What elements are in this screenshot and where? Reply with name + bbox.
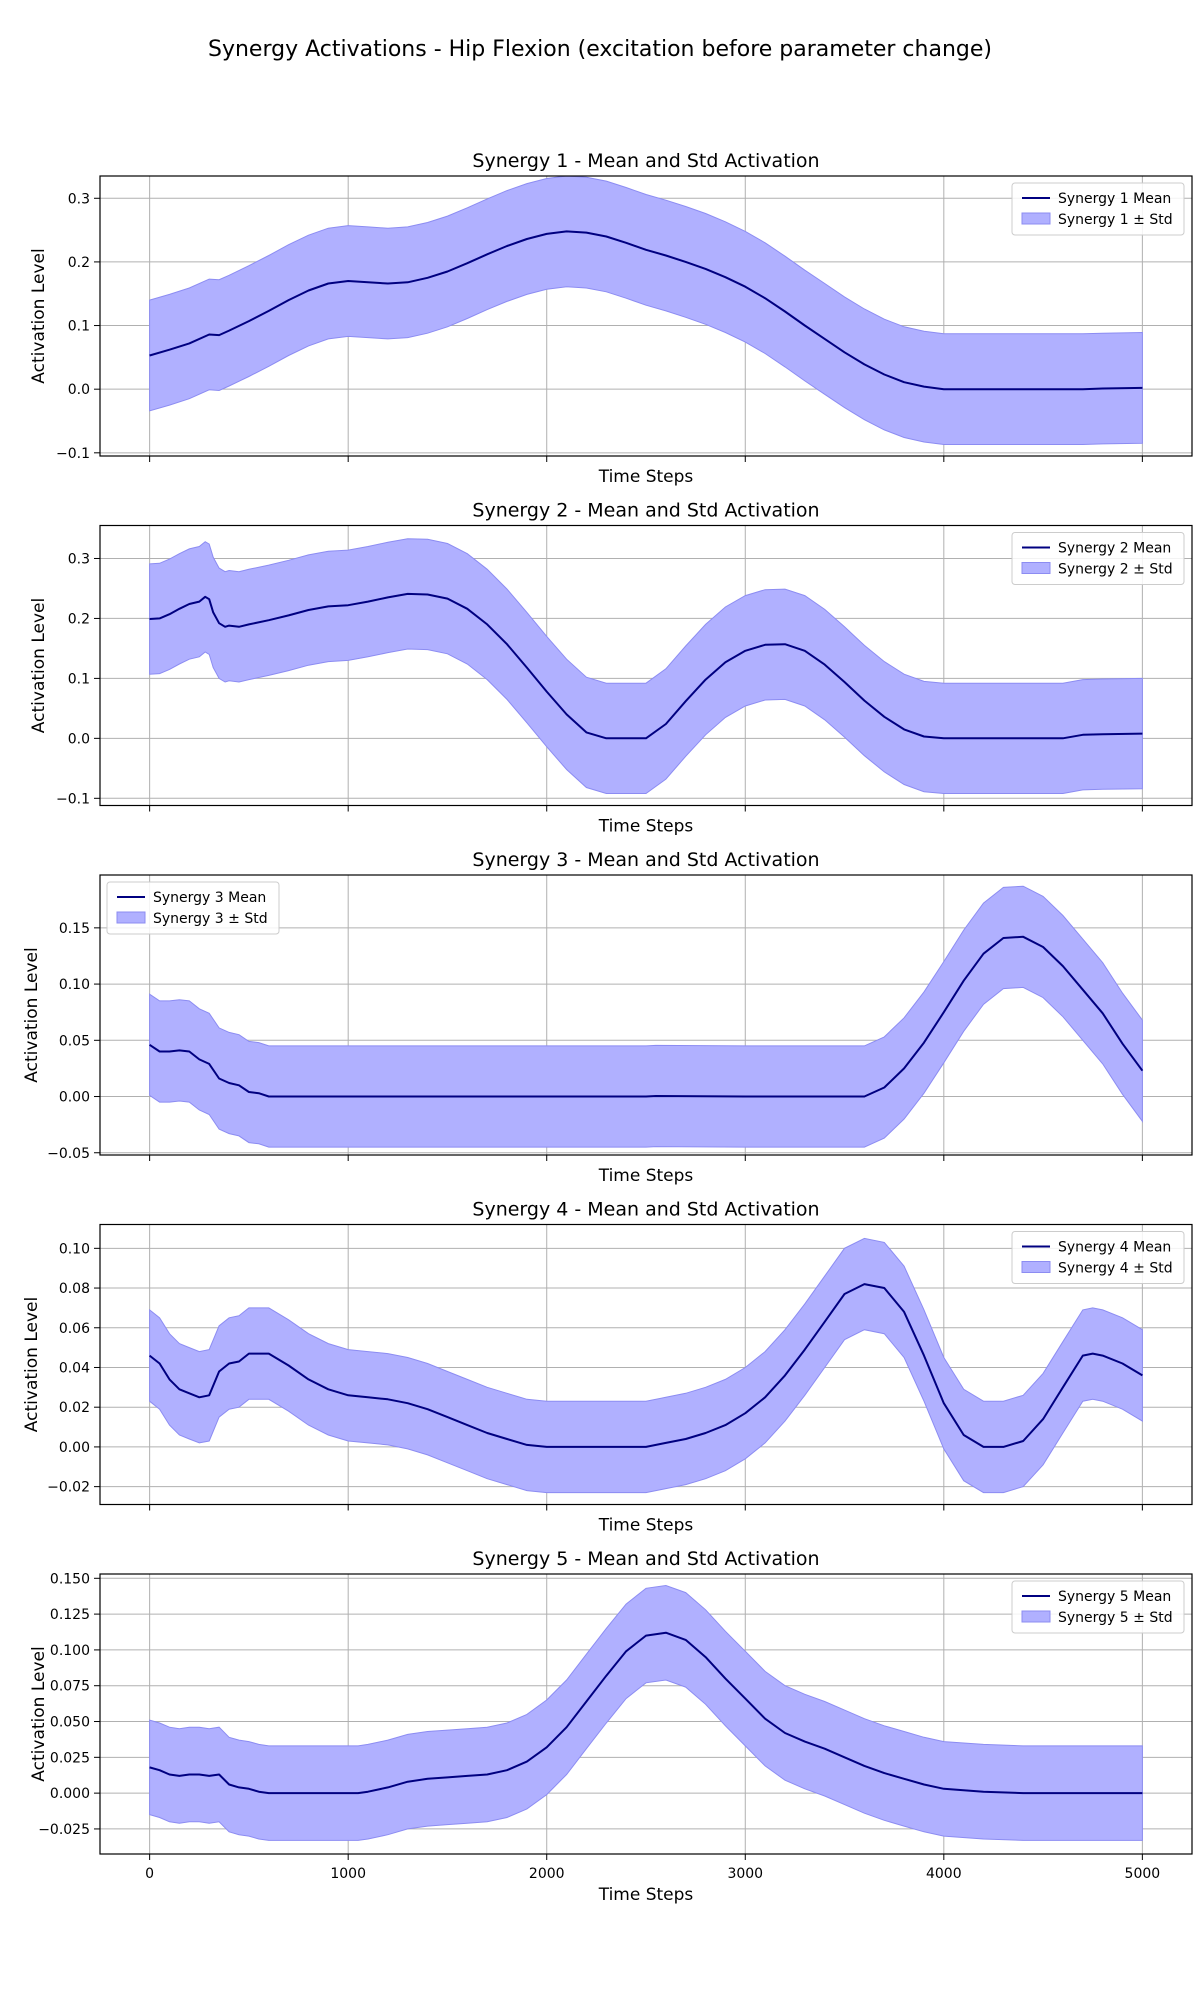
x-axis-label: Time Steps: [598, 1516, 694, 1536]
y-axis-label: Activation Level: [22, 1297, 42, 1432]
legend-label-std: Synergy 4 ± Std: [1058, 1261, 1173, 1277]
y-axis-label: Activation Level: [22, 947, 42, 1082]
legend: Synergy 4 Mean Synergy 4 ± Std: [1011, 1231, 1185, 1284]
y-tick-label: 0.00: [59, 1440, 90, 1456]
y-tick-label: −0.02: [47, 1480, 90, 1496]
chart-panels: Synergy 1 - Mean and Std Activation −0.1 0…: [22, 150, 1193, 1905]
y-axis-label: Activation Level: [29, 1646, 49, 1781]
chart-panel-5: Synergy 5 - Mean and Std Activation 0 1000…: [29, 1548, 1193, 1905]
y-tick-label: 0.125: [50, 1607, 90, 1623]
chart-panel-3: Synergy 3 - Mean and Std Activation −0.05…: [22, 849, 1193, 1186]
legend: Synergy 3 Mean Synergy 3 ± Std: [106, 881, 280, 935]
y-tick-label: 0.0: [68, 382, 90, 398]
y-tick-label: 0.025: [50, 1750, 90, 1766]
y-tick-label: 0.2: [68, 611, 90, 627]
legend-label-mean: Synergy 2 Mean: [1058, 541, 1171, 557]
y-tick-label: 0.1: [68, 671, 90, 687]
panel-title: Synergy 1 - Mean and Std Activation: [472, 150, 819, 172]
x-axis-label: Time Steps: [598, 467, 694, 487]
y-tick-label: 0.04: [59, 1360, 90, 1376]
x-axis-label: Time Steps: [598, 1885, 694, 1905]
y-tick-label: 0.05: [59, 1033, 90, 1049]
axes-frame: [99, 524, 1193, 807]
panel-title: Synergy 3 - Mean and Std Activation: [472, 849, 819, 871]
legend-box: [1011, 1231, 1185, 1284]
y-tick-label: 0.000: [50, 1786, 90, 1802]
std-band: [149, 175, 1143, 445]
y-tick-label: 0.100: [50, 1643, 90, 1659]
mean-line: [149, 1631, 1143, 1795]
y-tick-label: 0.02: [59, 1400, 90, 1416]
y-axis-label: Activation Level: [29, 598, 49, 733]
figure-title: Synergy Activations - Hip Flexion (excit…: [208, 37, 992, 62]
legend: Synergy 5 Mean Synergy 5 ± Std: [1011, 1580, 1185, 1634]
y-tick-label: −0.025: [38, 1822, 90, 1838]
legend-label-mean: Synergy 3 Mean: [153, 890, 266, 906]
panel-title: Synergy 4 - Mean and Std Activation: [472, 1199, 819, 1221]
std-band: [149, 1237, 1143, 1494]
legend-label-std: Synergy 2 ± Std: [1058, 562, 1173, 578]
legend-label-mean: Synergy 4 Mean: [1058, 1240, 1171, 1256]
y-tick-label: 0.3: [68, 551, 90, 567]
y-tick-label: −0.05: [47, 1146, 90, 1162]
x-axis-label: Time Steps: [598, 817, 694, 837]
mean-line: [148, 1283, 1143, 1448]
panel-title: Synergy 5 - Mean and Std Activation: [472, 1548, 819, 1570]
axes-frame: [99, 874, 1193, 1156]
legend-swatch-std: [1021, 1610, 1051, 1623]
y-tick-label: 0.06: [59, 1321, 90, 1337]
y-tick-label: 0.1: [68, 319, 90, 335]
x-axis-label: Time Steps: [598, 1166, 694, 1186]
y-tick-label: −0.1: [56, 791, 90, 807]
y-tick-label: 0.10: [59, 977, 90, 993]
std-band: [149, 538, 1143, 794]
y-tick-label: −0.1: [56, 446, 90, 462]
legend-label-mean: Synergy 1 Mean: [1058, 191, 1171, 207]
legend-box: [1011, 1580, 1185, 1634]
legend: Synergy 1 Mean Synergy 1 ± Std: [1011, 182, 1185, 236]
y-tick-label: 0.150: [50, 1571, 90, 1587]
legend-box: [106, 881, 280, 935]
y-tick-label: 0.08: [59, 1281, 90, 1297]
y-tick-label: 0.3: [68, 191, 90, 207]
chart-panel-1: Synergy 1 - Mean and Std Activation −0.1 0…: [29, 150, 1193, 487]
legend-swatch-std: [1021, 1261, 1051, 1273]
x-tick-label: 4000: [926, 1866, 962, 1882]
axes-frame: [99, 1573, 1193, 1855]
legend-label-std: Synergy 3 ± Std: [153, 911, 268, 927]
y-tick-label: 0.050: [50, 1715, 90, 1731]
legend: Synergy 2 Mean Synergy 2 ± Std: [1011, 532, 1185, 585]
x-tick-label: 2000: [529, 1866, 565, 1882]
y-axis-label: Activation Level: [29, 248, 49, 383]
legend-box: [1011, 532, 1185, 585]
legend-label-mean: Synergy 5 Mean: [1058, 1589, 1171, 1605]
legend-label-std: Synergy 1 ± Std: [1058, 212, 1173, 228]
legend-swatch-std: [1021, 562, 1051, 574]
legend-swatch-std: [116, 911, 146, 924]
std-band: [149, 885, 1143, 1148]
mean-line: [149, 935, 1144, 1098]
x-tick-label: 1000: [330, 1866, 366, 1882]
y-tick-label: 0.15: [59, 921, 90, 937]
mean-line: [149, 230, 1143, 391]
y-tick-label: 0.00: [59, 1090, 90, 1106]
y-tick-label: 0.0: [68, 731, 90, 747]
y-tick-label: 0.075: [50, 1679, 90, 1695]
legend-box: [1011, 182, 1185, 236]
legend-swatch-std: [1021, 212, 1051, 225]
chart-panel-4: Synergy 4 - Mean and Std Activation −0.02…: [22, 1199, 1193, 1536]
std-band: [149, 1584, 1143, 1841]
x-tick-label: 5000: [1125, 1866, 1161, 1882]
x-tick-label: 0: [145, 1866, 154, 1882]
panel-title: Synergy 2 - Mean and Std Activation: [472, 500, 819, 522]
mean-line: [149, 592, 1143, 740]
legend-label-std: Synergy 5 ± Std: [1058, 1610, 1173, 1626]
chart-panel-2: Synergy 2 - Mean and Std Activation −0.1 0…: [29, 500, 1193, 837]
y-tick-label: 0.10: [59, 1241, 90, 1257]
y-tick-label: 0.2: [68, 255, 90, 271]
axes-frame: [99, 175, 1193, 457]
axes-frame: [99, 1223, 1193, 1506]
x-tick-label: 3000: [727, 1866, 763, 1882]
